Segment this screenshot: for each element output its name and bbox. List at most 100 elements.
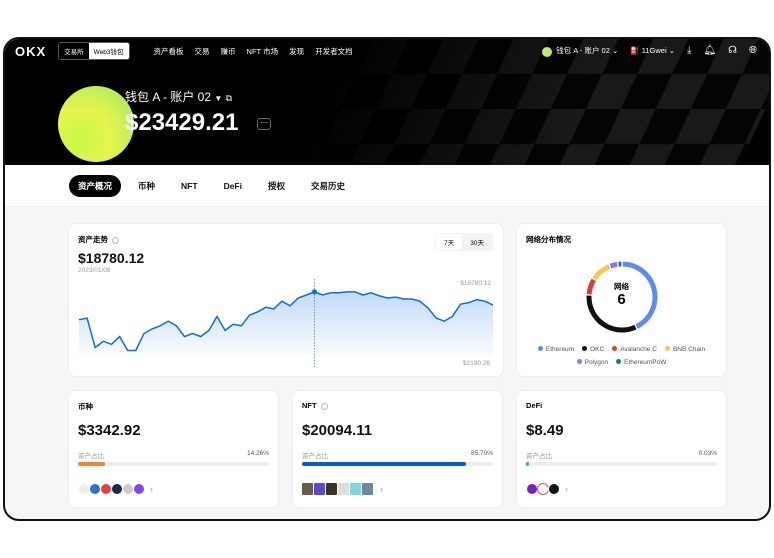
chevron-down-icon: ⌄ — [612, 46, 619, 56]
info-icon[interactable] — [112, 236, 119, 244]
tab-approvals[interactable]: 授权 — [267, 180, 285, 191]
chevron-right-icon[interactable]: › — [565, 484, 568, 494]
tab-history[interactable]: 交易历史 — [311, 180, 346, 191]
nft-thumb — [302, 483, 313, 495]
card-value: $3342.92 — [78, 422, 141, 439]
hover-point — [311, 289, 317, 295]
ratio-percent: 85.70% — [470, 450, 493, 457]
defi-icons[interactable]: › — [526, 483, 568, 495]
headset-icon[interactable]: ☊ — [728, 45, 737, 57]
nav-trade[interactable]: 交易 — [194, 46, 210, 56]
donut-slice-polygon — [609, 261, 618, 269]
nft-thumb — [314, 483, 325, 495]
tab-defi[interactable]: DeFi — [223, 180, 242, 191]
ratio-fill — [78, 462, 106, 466]
nft-thumb — [326, 483, 337, 495]
gas-label: 11Gwei — [641, 46, 667, 56]
legend-dot — [612, 346, 618, 351]
nft-thumb — [362, 483, 373, 495]
nft-thumb — [338, 483, 349, 495]
tab-nft[interactable]: NFT — [181, 180, 198, 191]
range-30d[interactable]: 30天 — [470, 240, 484, 247]
ratio-bar — [526, 462, 717, 466]
chevron-right-icon[interactable]: › — [150, 484, 153, 494]
network-card: 网络分布情况 网络 6 Ethereum OKC Avalanche C BNB Ch… — [516, 223, 727, 377]
trend-line — [78, 291, 494, 352]
network-title: 网络分布情况 — [526, 235, 571, 244]
nav-nft-market[interactable]: NFT 市场 — [246, 46, 279, 56]
legend-item: Polygon — [576, 359, 608, 366]
bell-icon[interactable]: 🔔︎ — [703, 45, 717, 57]
tokens-card[interactable]: 币种 $3342.92 资产占比 14.26% › — [68, 390, 279, 508]
ratio-percent: 0.03% — [698, 450, 717, 457]
range-toggle: 7天 30天 — [435, 233, 493, 251]
token-icons[interactable]: › — [78, 483, 153, 495]
ratio-label: 资产占比 — [302, 453, 328, 460]
trend-date: 2023/01/08 — [78, 267, 111, 274]
card-title: 币种 — [78, 402, 93, 411]
okx-logo[interactable]: OKX — [15, 43, 47, 59]
wallet-header: OKX 交易所 Web3钱包 资产看板 交易 赚币 NFT 市场 发现 开发者文… — [5, 39, 769, 165]
legend-dot — [582, 346, 588, 351]
range-7d[interactable]: 7天 — [436, 234, 463, 250]
nft-thumbnails[interactable]: › — [302, 483, 383, 495]
ratio-bar — [78, 462, 269, 466]
ratio-label: 资产占比 — [78, 453, 104, 460]
network-count: 6 — [617, 291, 626, 308]
exchange-toggle[interactable]: 交易所 — [64, 49, 84, 56]
nav-earn[interactable]: 赚币 — [220, 46, 236, 56]
donut-slice-okc — [586, 295, 637, 333]
more-icon[interactable]: ··· — [257, 118, 271, 130]
platform-switch: 交易所 Web3钱包 — [58, 42, 130, 60]
nft-thumb — [350, 483, 361, 495]
nft-card[interactable]: NFT $20094.11 资产占比 85.70% › — [292, 390, 503, 508]
trend-title: 资产走势 — [78, 234, 119, 245]
defi-card[interactable]: DeFi $8.49 资产占比 0.03% › — [516, 390, 727, 508]
ratio-percent: 14.26% — [246, 450, 269, 457]
wallet-name[interactable]: 钱包 A - 账户 02 ▼ ⧉ — [125, 90, 233, 104]
legend-dot — [537, 346, 543, 351]
legend-item: BNB Chain — [664, 346, 705, 353]
copy-icon[interactable]: ⧉ — [225, 93, 233, 103]
legend-dot — [576, 359, 582, 364]
nav-discover[interactable]: 发现 — [289, 46, 305, 56]
card-title: NFT — [302, 401, 328, 410]
legend-dot — [664, 346, 670, 351]
trend-chart[interactable] — [69, 224, 505, 378]
tab-tokens[interactable]: 币种 — [138, 180, 156, 191]
ratio-fill — [302, 462, 466, 466]
ratio-fill — [526, 462, 529, 466]
legend-item: EthereumPoW — [616, 359, 666, 366]
tab-bar: 资产概况 币种 NFT DeFi 授权 交易历史 — [5, 165, 769, 207]
polygon-icon — [133, 483, 145, 495]
asset-trend-card: 资产走势 $18780.12 2023/01/08 7天 30天 $18780.… — [68, 223, 504, 377]
legend-item: OKC — [582, 346, 604, 353]
card-value: $8.49 — [526, 422, 564, 439]
trend-area — [79, 291, 493, 361]
caret-down-icon[interactable]: ▼ — [214, 94, 223, 103]
card-value: $20094.11 — [302, 422, 373, 439]
ratio-bar — [302, 462, 493, 466]
nav-dashboard[interactable]: 资产看板 — [153, 46, 184, 56]
chevron-right-icon[interactable]: › — [380, 484, 383, 494]
app-window: OKX 交易所 Web3钱包 资产看板 交易 赚币 NFT 市场 发现 开发者文… — [3, 37, 771, 521]
tab-overview[interactable]: 资产概况 — [69, 174, 122, 197]
info-icon[interactable] — [320, 402, 328, 410]
gas-selector[interactable]: ⛽ 11Gwei ⌄ — [630, 46, 675, 56]
donut-center-label: 网络 — [614, 282, 629, 291]
account-selector[interactable]: 钱包 A - 账户 02 ⌄ — [542, 45, 619, 57]
nav-dev-docs[interactable]: 开发者文档 — [315, 46, 353, 56]
card-title: DeFi — [526, 401, 543, 410]
account-avatar — [542, 46, 553, 57]
max-label: $18780.12 — [460, 280, 491, 287]
donut-slice-bnb-chain — [592, 264, 611, 281]
web3-wallet-toggle[interactable]: Web3钱包 — [88, 43, 129, 59]
protocol-icon — [548, 483, 560, 495]
min-label: $2190.26 — [461, 360, 491, 367]
donut-slice-avalanche-c — [586, 278, 596, 295]
wallet-avatar — [58, 86, 134, 162]
legend-item: Avalanche C — [612, 346, 657, 353]
download-icon[interactable]: ⤓ — [686, 45, 692, 57]
globe-icon[interactable]: 🌐︎ — [749, 45, 757, 57]
wallet-balance: $23429.21 — [125, 109, 239, 136]
